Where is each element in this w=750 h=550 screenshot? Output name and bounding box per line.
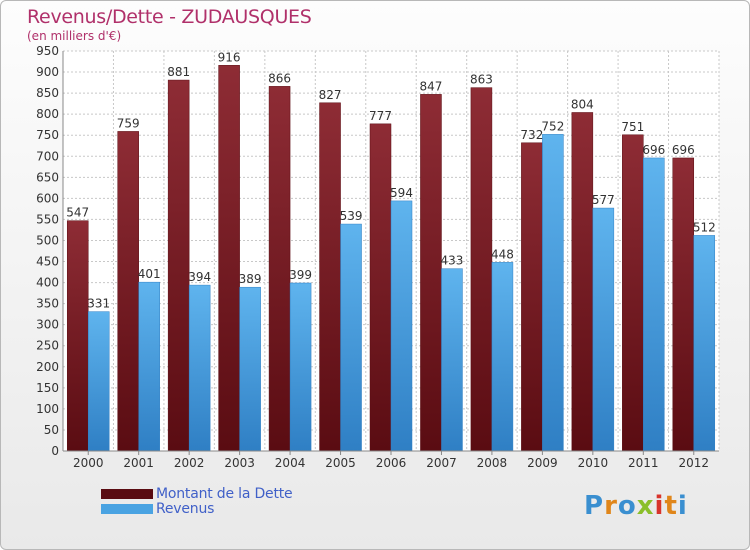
bar-debt bbox=[672, 157, 695, 452]
data-label-revenue: 752 bbox=[541, 119, 564, 133]
legend-swatch-revenue bbox=[101, 504, 153, 514]
y-tick-label: 50 bbox=[44, 423, 59, 437]
x-tick-label: 2000 bbox=[73, 456, 104, 470]
legend-swatch-debt bbox=[101, 489, 153, 499]
bar-revenue bbox=[87, 311, 110, 452]
chart-subtitle: (en milliers d'€) bbox=[27, 29, 122, 43]
data-label-revenue: 448 bbox=[491, 247, 514, 261]
y-tick-label: 200 bbox=[36, 360, 59, 374]
data-label-revenue: 401 bbox=[138, 267, 161, 281]
data-label-debt: 547 bbox=[66, 206, 89, 220]
y-tick-label: 750 bbox=[36, 128, 59, 142]
y-tick-label: 650 bbox=[36, 170, 59, 184]
data-label-debt: 759 bbox=[117, 116, 140, 130]
y-tick-label: 0 bbox=[51, 444, 59, 458]
data-label-revenue: 394 bbox=[188, 270, 211, 284]
x-tick-label: 2012 bbox=[678, 456, 709, 470]
y-tick-label: 950 bbox=[36, 44, 59, 58]
bar-revenue bbox=[592, 207, 615, 452]
x-tick-label: 2011 bbox=[628, 456, 659, 470]
data-label-debt: 866 bbox=[268, 71, 291, 85]
x-tick-label: 2006 bbox=[376, 456, 407, 470]
data-label-revenue: 539 bbox=[340, 209, 363, 223]
legend-label-debt: Montant de la Dette bbox=[156, 486, 293, 502]
bar-revenue bbox=[542, 134, 564, 452]
bar-revenue bbox=[188, 284, 211, 452]
data-label-debt: 881 bbox=[167, 65, 190, 79]
data-label-debt: 847 bbox=[420, 79, 443, 93]
bar-revenue bbox=[239, 286, 261, 452]
data-label-revenue: 594 bbox=[390, 186, 413, 200]
data-label-debt: 696 bbox=[672, 143, 695, 157]
x-tick-label: 2004 bbox=[275, 456, 306, 470]
bar-revenue bbox=[441, 268, 463, 452]
data-label-revenue: 512 bbox=[693, 220, 716, 234]
bar-debt bbox=[66, 220, 89, 452]
bar-revenue bbox=[289, 282, 312, 452]
bar-debt bbox=[470, 87, 493, 452]
y-tick-label: 700 bbox=[36, 149, 59, 163]
bar-debt bbox=[268, 86, 291, 452]
y-tick-label: 300 bbox=[36, 318, 59, 332]
x-tick-label: 2008 bbox=[477, 456, 508, 470]
x-tick-label: 2001 bbox=[123, 456, 154, 470]
bar-debt bbox=[369, 123, 392, 452]
y-tick-label: 600 bbox=[36, 191, 59, 205]
bar-debt bbox=[622, 134, 644, 452]
data-label-debt: 777 bbox=[369, 109, 392, 123]
y-tick-label: 800 bbox=[36, 107, 59, 121]
bar-debt bbox=[167, 79, 190, 452]
data-label-revenue: 399 bbox=[289, 268, 312, 282]
x-tick-label: 2009 bbox=[527, 456, 558, 470]
data-label-debt: 916 bbox=[218, 50, 241, 64]
y-tick-label: 550 bbox=[36, 212, 59, 226]
bar-debt bbox=[521, 142, 543, 452]
data-label-debt: 732 bbox=[520, 128, 543, 142]
bar-chart: 547 331 759 401 881 394 916 389 866 399 827 539 777 5… bbox=[36, 44, 720, 470]
bar-revenue bbox=[138, 281, 160, 452]
data-label-revenue: 389 bbox=[239, 272, 262, 286]
bar-revenue bbox=[390, 200, 413, 452]
x-tick-label: 2002 bbox=[174, 456, 205, 470]
bar-debt bbox=[218, 65, 240, 452]
y-tick-label: 450 bbox=[36, 255, 59, 269]
y-tick-label: 400 bbox=[36, 276, 59, 290]
x-tick-label: 2005 bbox=[325, 456, 356, 470]
y-tick-label: 900 bbox=[36, 65, 59, 79]
data-label-revenue: 331 bbox=[87, 297, 110, 311]
data-label-debt: 804 bbox=[571, 97, 594, 111]
x-tick-label: 2003 bbox=[224, 456, 255, 470]
x-tick-label: 2007 bbox=[426, 456, 457, 470]
bar-debt bbox=[571, 112, 594, 452]
y-tick-label: 150 bbox=[36, 381, 59, 395]
y-tick-label: 250 bbox=[36, 339, 59, 353]
data-label-revenue: 577 bbox=[592, 193, 615, 207]
bar-revenue bbox=[693, 235, 716, 452]
proxiti-logo: Proxiti bbox=[584, 491, 688, 521]
y-tick-label: 350 bbox=[36, 297, 59, 311]
chart-title: Revenus/Dette - ZUDAUSQUES bbox=[27, 6, 312, 28]
data-label-debt: 751 bbox=[621, 120, 644, 134]
y-tick-label: 100 bbox=[36, 402, 59, 416]
x-tick-label: 2010 bbox=[578, 456, 609, 470]
bar-debt bbox=[117, 131, 139, 452]
data-label-debt: 863 bbox=[470, 73, 493, 87]
legend-label-revenue: Revenus bbox=[156, 501, 215, 517]
bar-debt bbox=[420, 94, 442, 452]
bar-revenue bbox=[340, 223, 362, 452]
bar-revenue bbox=[643, 157, 665, 452]
data-label-revenue: 433 bbox=[441, 254, 464, 268]
y-tick-label: 850 bbox=[36, 86, 59, 100]
data-label-revenue: 696 bbox=[642, 143, 665, 157]
data-label-debt: 827 bbox=[319, 88, 342, 102]
bar-debt bbox=[319, 102, 341, 452]
y-tick-label: 500 bbox=[36, 233, 59, 247]
bar-revenue bbox=[491, 262, 514, 452]
